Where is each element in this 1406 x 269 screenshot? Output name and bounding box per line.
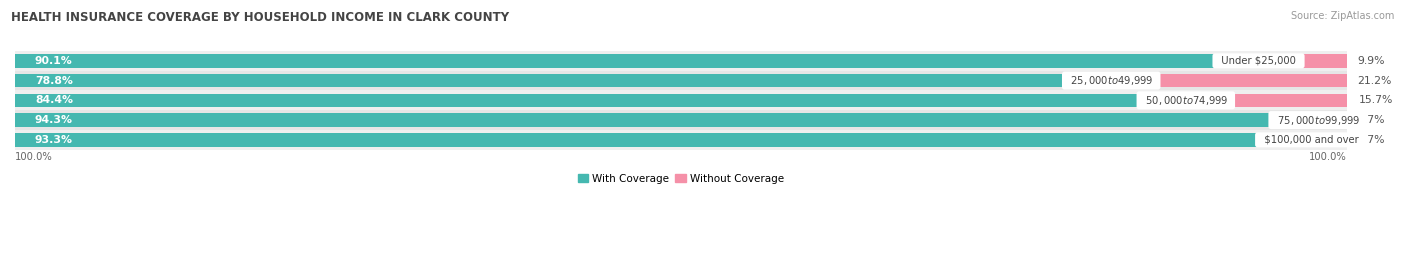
Text: 6.7%: 6.7% [1357,135,1385,145]
Bar [15,130,1347,150]
Bar [15,90,1347,110]
Text: Under $25,000: Under $25,000 [1215,56,1302,66]
Text: 90.1%: 90.1% [35,56,73,66]
Bar [15,74,1064,87]
Bar [15,113,1271,127]
Text: 93.3%: 93.3% [35,135,73,145]
Text: 15.7%: 15.7% [1358,95,1393,105]
Text: $75,000 to $99,999: $75,000 to $99,999 [1271,114,1364,127]
Text: 78.8%: 78.8% [35,76,73,86]
Bar [15,51,1347,71]
Text: $25,000 to $49,999: $25,000 to $49,999 [1064,74,1159,87]
Text: 5.7%: 5.7% [1357,115,1385,125]
Text: $50,000 to $74,999: $50,000 to $74,999 [1139,94,1233,107]
Bar [1271,113,1347,127]
Text: $100,000 and over: $100,000 and over [1257,135,1365,145]
Text: 21.2%: 21.2% [1357,76,1392,86]
Text: 94.3%: 94.3% [35,115,73,125]
Text: 84.4%: 84.4% [35,95,73,105]
Legend: With Coverage, Without Coverage: With Coverage, Without Coverage [574,169,789,188]
Bar [1139,94,1348,107]
Text: Source: ZipAtlas.com: Source: ZipAtlas.com [1291,11,1395,21]
Bar [1257,133,1347,147]
Text: HEALTH INSURANCE COVERAGE BY HOUSEHOLD INCOME IN CLARK COUNTY: HEALTH INSURANCE COVERAGE BY HOUSEHOLD I… [11,11,509,24]
Text: 9.9%: 9.9% [1357,56,1385,66]
Bar [15,110,1347,130]
Text: 100.0%: 100.0% [15,152,53,162]
Bar [15,94,1139,107]
Bar [15,54,1215,68]
Text: 100.0%: 100.0% [1309,152,1347,162]
Bar [15,71,1347,90]
Bar [15,133,1257,147]
Bar [1215,54,1347,68]
Bar [1064,74,1347,87]
